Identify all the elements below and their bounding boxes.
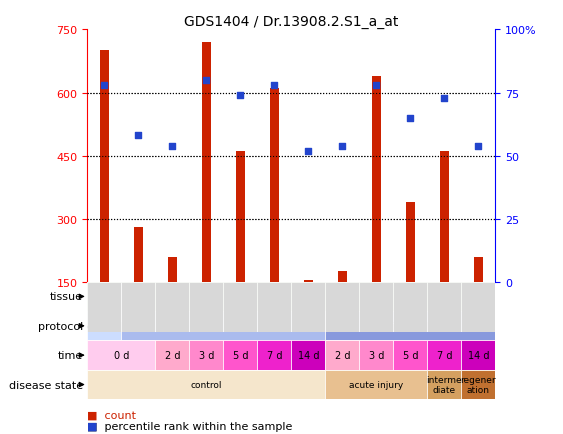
Bar [155,341,189,370]
Text: disease state: disease state [9,380,83,390]
Title: GDS1404 / Dr.13908.2.S1_a_at: GDS1404 / Dr.13908.2.S1_a_at [184,15,399,30]
Bar [474,257,482,282]
Text: retina: retina [292,292,325,302]
Bar [325,282,359,332]
Text: ■  percentile rank within the sample: ■ percentile rank within the sample [87,421,293,431]
Text: acute injury: acute injury [349,380,404,389]
Text: interme
diate: interme diate [427,375,462,395]
Bar [325,341,359,370]
Bar [394,341,427,370]
Text: control: control [190,380,222,389]
Bar [236,152,244,282]
Bar [87,370,325,399]
Text: tissue: tissue [50,292,83,302]
Bar [462,341,495,370]
Bar [155,282,189,332]
Bar [462,282,495,332]
Point [202,77,211,84]
Text: protocol: protocol [38,321,83,331]
Text: 7 d: 7 d [437,350,452,360]
Bar [394,282,427,332]
Bar [325,312,495,341]
Text: 2 d: 2 d [164,350,180,360]
Point [372,82,381,89]
Text: injured: injured [392,321,428,331]
Bar [427,341,462,370]
Bar [202,43,211,282]
Bar [189,282,224,332]
Bar [87,282,121,332]
Bar [359,341,394,370]
Point [304,148,313,155]
Text: 3 d: 3 d [369,350,384,360]
Bar [189,341,224,370]
Point [134,133,143,140]
Bar [87,312,121,341]
Bar [359,282,394,332]
Bar [292,341,325,370]
Text: 5 d: 5 d [233,350,248,360]
Bar [168,257,177,282]
Point [406,115,415,122]
Text: time: time [58,350,83,360]
Bar [304,280,312,282]
Text: regener
ation: regener ation [461,375,496,395]
Text: ■: ■ [87,421,98,431]
Text: control: control [86,321,123,331]
Bar [121,282,155,332]
Bar [224,282,257,332]
Bar [406,202,415,282]
Bar [87,341,155,370]
Text: brain: brain [90,292,119,302]
Text: 14 d: 14 d [298,350,319,360]
Text: 2 d: 2 d [334,350,350,360]
Point [474,143,483,150]
Bar [427,370,462,399]
Bar [270,89,279,282]
Text: 3 d: 3 d [199,350,214,360]
Text: 5 d: 5 d [403,350,418,360]
Text: 14 d: 14 d [468,350,489,360]
Bar [325,370,427,399]
Point [338,143,347,150]
Text: uninjured: uninjured [199,321,248,331]
Bar [87,282,121,312]
Text: 0 d: 0 d [114,350,129,360]
Point [168,143,177,150]
Bar [292,282,325,332]
Bar [372,76,381,282]
Point [440,95,449,102]
Text: 7 d: 7 d [267,350,282,360]
Point [236,92,245,99]
Bar [134,227,142,282]
Bar [427,282,462,332]
Text: ■  count: ■ count [87,410,136,420]
Bar [338,272,347,282]
Bar [257,282,292,332]
Bar [257,341,292,370]
Bar [462,370,495,399]
Point [100,82,109,89]
Bar [440,152,449,282]
Bar [100,51,109,282]
Bar [121,312,325,341]
Point [270,82,279,89]
Bar [224,341,257,370]
